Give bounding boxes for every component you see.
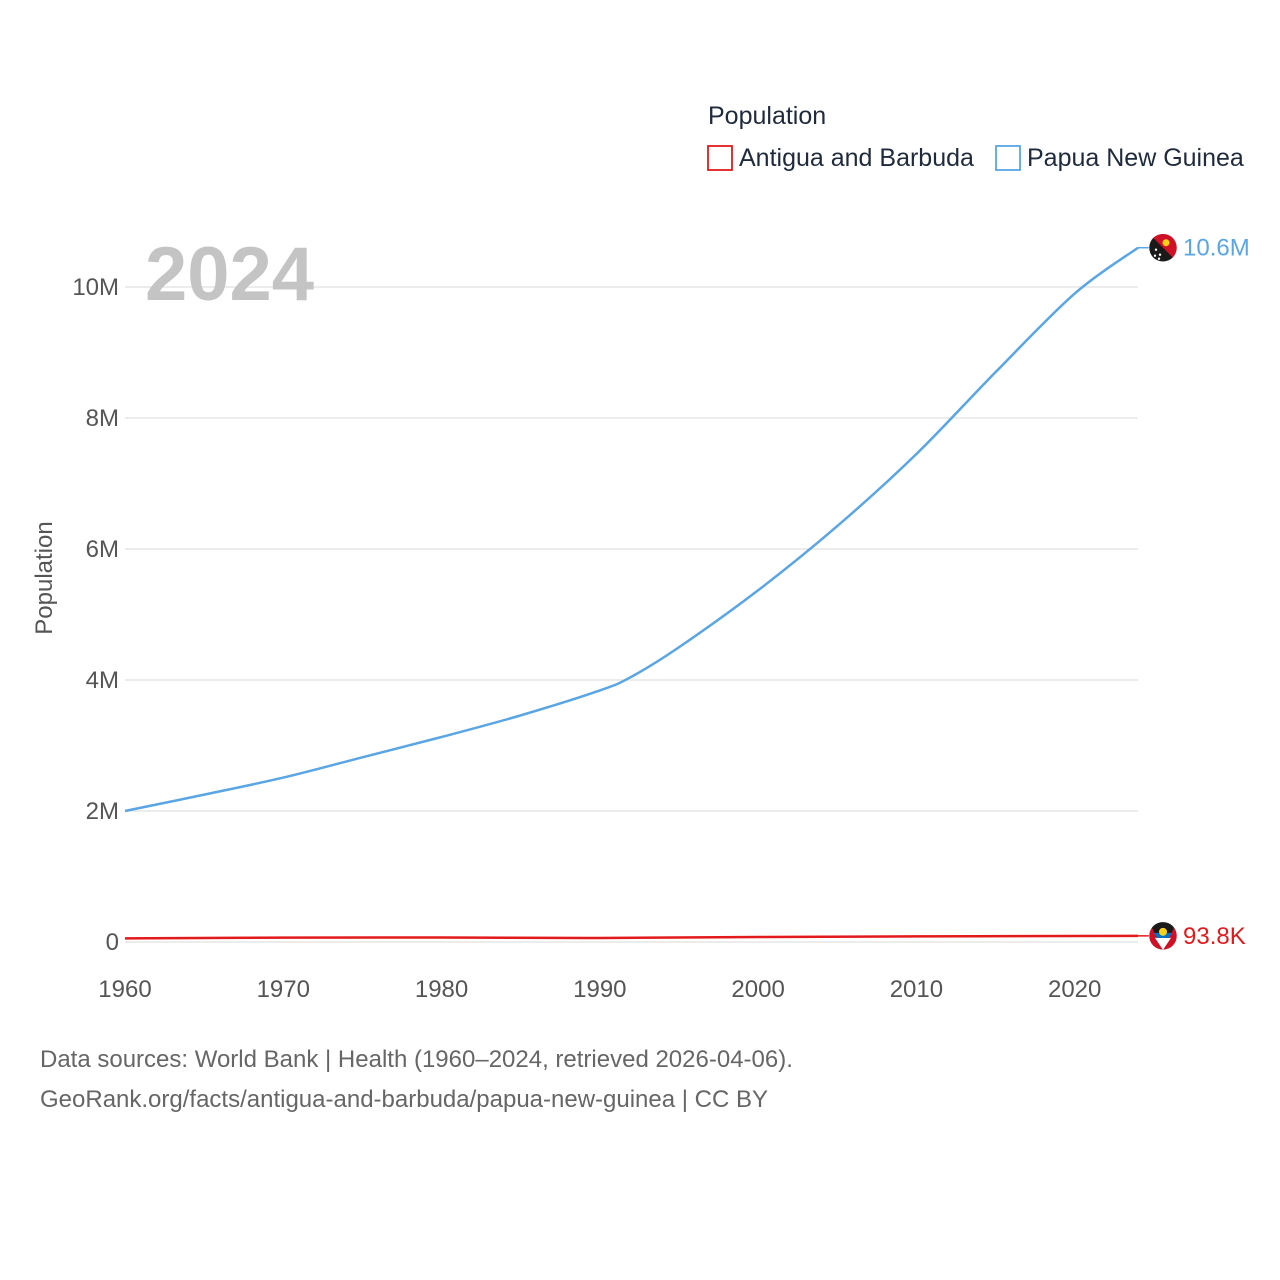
y-tick-label: 2M	[86, 798, 119, 825]
y-tick-label: 10M	[72, 274, 119, 301]
year-watermark: 2024	[145, 232, 314, 317]
y-tick-label: 4M	[86, 667, 119, 694]
grid	[125, 286, 1138, 943]
data-source-text: Data sources: World Bank | Health (1960–…	[40, 1046, 793, 1073]
x-tick-label: 1970	[257, 976, 310, 1003]
x-axis: 1960 1970 1980 1990 2000 2010 2020	[98, 976, 1101, 1003]
legend: Population Antigua and Barbuda Papua New…	[707, 102, 1244, 172]
x-tick-label: 1990	[573, 976, 626, 1003]
series-line-antigua-and-barbuda	[124, 934, 1139, 940]
end-value-label-antigua-and-barbuda: 93.8K	[1183, 923, 1246, 950]
legend-label-antigua-and-barbuda: Antigua and Barbuda	[739, 144, 974, 172]
y-axis: 0 2M 4M 6M 8M 10M	[72, 274, 119, 956]
legend-swatch-papua-new-guinea	[995, 145, 1021, 171]
x-tick-label: 1960	[98, 976, 151, 1003]
footer: Data sources: World Bank | Health (1960–…	[40, 1040, 793, 1120]
antigua-and-barbuda-flag-icon	[1148, 921, 1178, 951]
legend-item-papua-new-guinea[interactable]: Papua New Guinea	[995, 144, 1244, 172]
series-line-papua-new-guinea	[124, 246, 1139, 813]
legend-label-papua-new-guinea: Papua New Guinea	[1027, 144, 1244, 172]
x-tick-label: 2010	[890, 976, 943, 1003]
source-url-text: GeoRank.org/facts/antigua-and-barbuda/pa…	[40, 1086, 769, 1113]
legend-swatch-antigua-and-barbuda	[707, 145, 733, 171]
series	[124, 246, 1139, 940]
y-tick-label: 0	[106, 929, 119, 956]
end-markers: 93.8K 10.6M	[1138, 233, 1250, 951]
legend-item-antigua-and-barbuda[interactable]: Antigua and Barbuda	[707, 144, 974, 172]
x-tick-label: 2000	[731, 976, 784, 1003]
y-tick-label: 8M	[86, 405, 119, 432]
y-axis-label: Population	[31, 521, 58, 634]
y-tick-label: 6M	[86, 536, 119, 563]
x-tick-label: 2020	[1048, 976, 1101, 1003]
papua-new-guinea-flag-icon	[1148, 233, 1178, 262]
x-tick-label: 1980	[415, 976, 468, 1003]
legend-title: Population	[708, 102, 826, 130]
end-value-label-papua-new-guinea: 10.6M	[1183, 235, 1250, 262]
